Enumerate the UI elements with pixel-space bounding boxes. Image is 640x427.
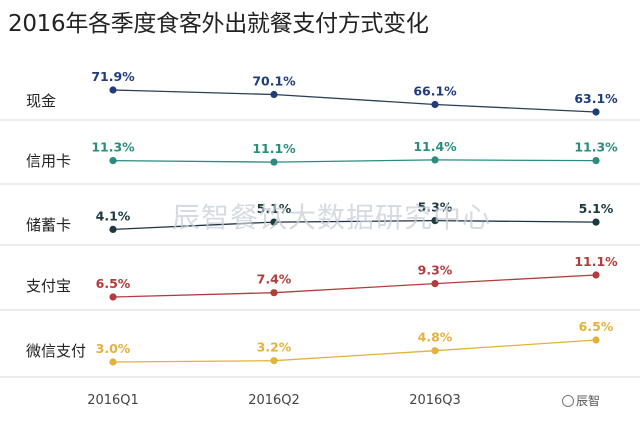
data-label: 66.1%	[413, 84, 457, 99]
data-point	[109, 358, 117, 366]
data-label: 11.3%	[574, 140, 618, 155]
data-point	[109, 157, 117, 165]
data-label: 5.1%	[257, 201, 292, 216]
data-point	[592, 218, 600, 226]
watermark-text: 辰智餐饮大数据研究中心	[172, 201, 492, 234]
data-point	[431, 280, 439, 288]
chart-title: 2016年各季度食客外出就餐支付方式变化	[8, 11, 429, 37]
data-label: 70.1%	[252, 74, 296, 89]
data-label: 11.4%	[413, 139, 457, 154]
data-point	[431, 156, 439, 164]
data-point	[431, 347, 439, 355]
series-label: 信用卡	[26, 152, 71, 170]
series-label: 微信支付	[26, 342, 86, 360]
series-label: 储蓄卡	[26, 216, 71, 234]
data-point	[431, 217, 439, 225]
series-line	[112, 274, 597, 298]
data-label: 11.3%	[91, 140, 135, 155]
data-label: 11.1%	[574, 254, 618, 269]
series-label: 支付宝	[26, 277, 71, 295]
data-label: 4.1%	[96, 208, 131, 223]
data-point	[431, 100, 439, 109]
data-point	[270, 158, 278, 166]
series-line	[112, 89, 597, 113]
data-label: 5.3%	[418, 200, 453, 215]
data-point	[592, 157, 600, 165]
data-point	[270, 289, 278, 297]
data-label: 7.4%	[257, 272, 292, 287]
data-label: 5.1%	[579, 201, 614, 216]
data-label: 11.1%	[252, 141, 296, 156]
x-tick-label: 2016Q2	[248, 393, 300, 408]
data-label: 3.0%	[96, 341, 131, 356]
data-point	[592, 108, 600, 116]
data-point	[109, 293, 117, 301]
data-point	[592, 336, 600, 344]
data-point	[270, 218, 278, 226]
data-label: 63.1%	[574, 91, 618, 106]
data-label: 6.5%	[96, 276, 131, 291]
series-line	[112, 159, 597, 163]
x-tick-label: 2016Q1	[87, 393, 139, 408]
data-label: 71.9%	[91, 69, 135, 84]
data-label: 9.3%	[418, 263, 453, 278]
series-line	[112, 219, 597, 231]
data-label: 4.8%	[418, 330, 453, 345]
x-tick-label: 2016Q3	[409, 393, 461, 408]
data-point	[109, 86, 117, 94]
data-point	[270, 90, 278, 99]
data-label: 6.5%	[579, 319, 614, 334]
brand-logo: 辰智	[562, 392, 600, 409]
series-label: 现金	[26, 92, 56, 110]
logo-text: 辰智	[576, 394, 601, 408]
series-line	[112, 339, 597, 363]
data-point	[592, 271, 600, 279]
logo-icon	[562, 395, 574, 407]
data-label: 3.2%	[257, 340, 292, 355]
data-point	[270, 357, 278, 365]
data-point	[109, 225, 117, 233]
